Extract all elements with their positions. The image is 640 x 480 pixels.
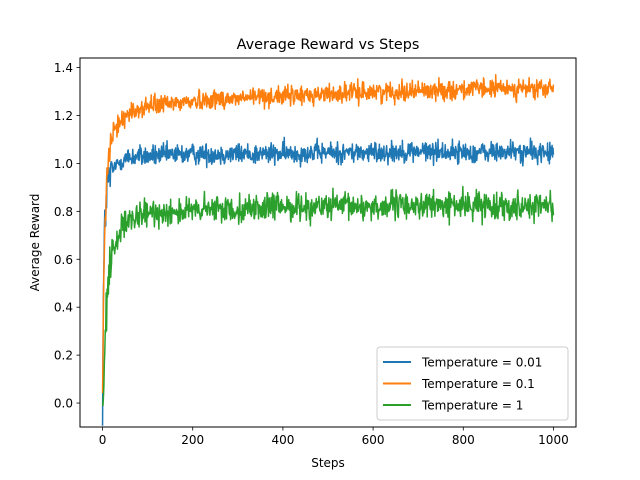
axes-frame <box>79 57 577 428</box>
chart-title: Average Reward vs Steps <box>237 37 420 53</box>
y-tick-label: 0.4 <box>54 301 73 315</box>
x-axis-ticks: 0 200 400 600 800 1000 <box>99 427 569 447</box>
x-axis-title: Steps <box>311 456 345 470</box>
legend-label-2: Temperature = 0.1 <box>421 377 535 391</box>
x-tick-label: 200 <box>181 433 204 447</box>
y-tick-label: 0.0 <box>54 397 73 411</box>
legend-label-3: Temperature = 1 <box>421 399 523 413</box>
legend-box <box>376 346 569 421</box>
series-line-3 <box>101 185 555 407</box>
y-tick-label: 1.4 <box>54 61 73 75</box>
x-tick-label: 1000 <box>538 433 569 447</box>
legend: Temperature = 0.01 Temperature = 0.1 Tempe… <box>376 346 569 421</box>
x-tick-label: 400 <box>271 433 294 447</box>
y-tick-label: 1.0 <box>54 157 73 171</box>
y-axis-title: Average Reward <box>28 194 42 292</box>
y-tick-label: 0.8 <box>54 205 73 219</box>
y-tick-label: 0.2 <box>54 349 73 363</box>
x-tick-label: 600 <box>362 433 385 447</box>
y-tick-label: 1.2 <box>54 109 73 123</box>
x-tick-label: 800 <box>452 433 475 447</box>
y-tick-label: 0.6 <box>54 253 73 267</box>
series-line-2 <box>101 74 555 394</box>
y-axis-ticks: 0.0 0.2 0.4 0.6 0.8 1.0 1.2 1.4 <box>54 61 80 411</box>
plot-lines <box>101 74 555 426</box>
legend-label-1: Temperature = 0.01 <box>421 356 542 370</box>
series-line-1 <box>101 136 555 426</box>
x-tick-label: 0 <box>99 433 107 447</box>
